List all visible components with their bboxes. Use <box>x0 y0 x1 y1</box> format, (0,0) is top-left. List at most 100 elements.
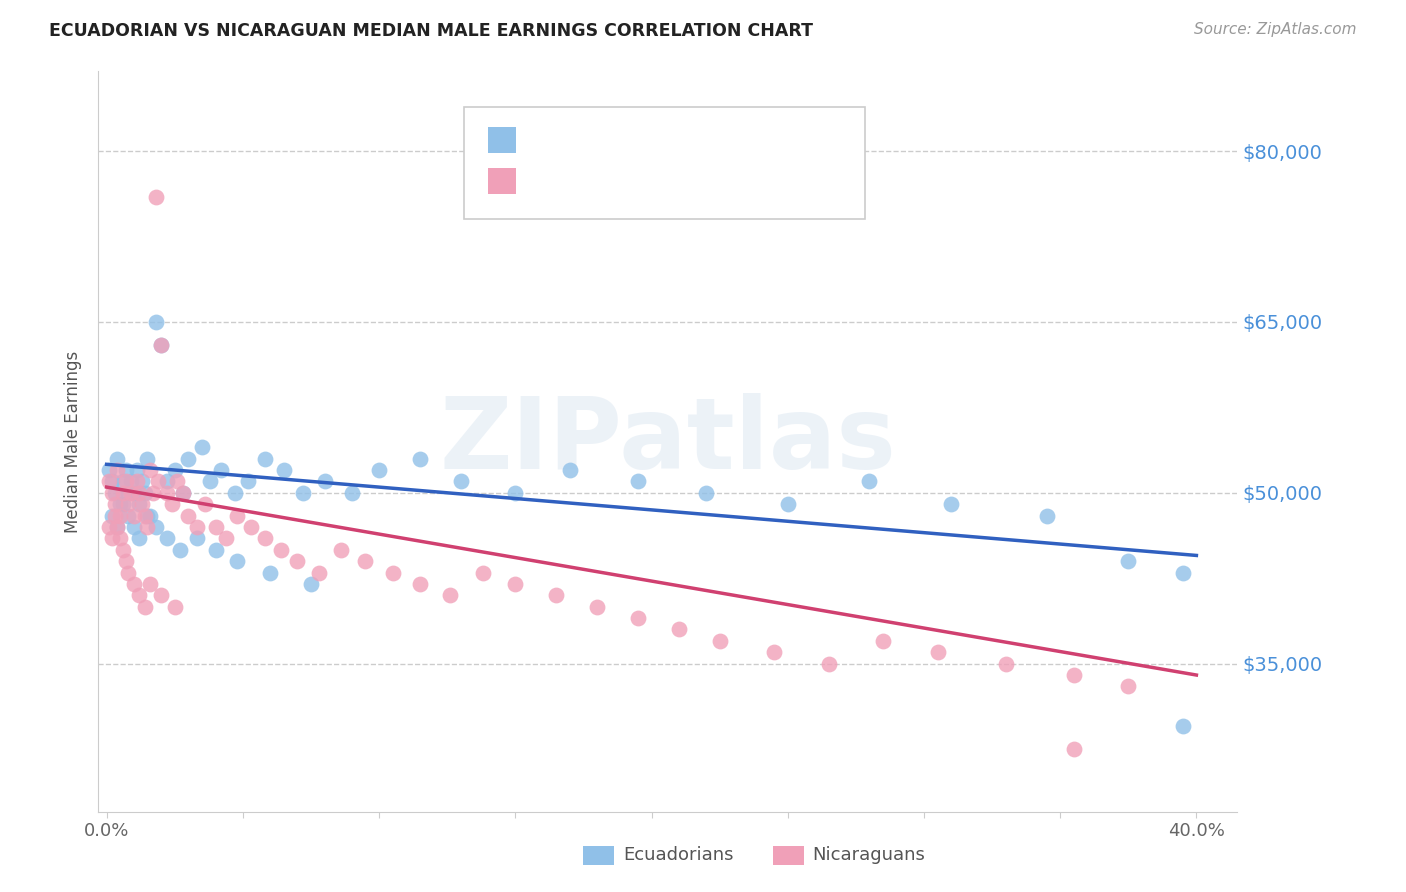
Point <box>150 588 173 602</box>
Point <box>114 463 136 477</box>
Text: N =: N = <box>661 131 700 149</box>
Point <box>128 588 150 602</box>
Point <box>291 485 314 500</box>
Point <box>131 497 153 511</box>
Point <box>215 532 238 546</box>
Point <box>314 475 336 489</box>
Point <box>107 463 129 477</box>
Point <box>139 508 162 523</box>
Point <box>204 520 226 534</box>
Point <box>163 599 186 614</box>
Point <box>107 451 129 466</box>
Point <box>238 475 260 489</box>
Point <box>134 599 156 614</box>
Point <box>136 451 159 466</box>
Point <box>285 554 308 568</box>
Point <box>150 337 173 351</box>
Point <box>240 520 263 534</box>
Point <box>166 475 188 489</box>
Text: N =: N = <box>661 172 700 190</box>
Point <box>253 532 276 546</box>
Text: ZIPatlas: ZIPatlas <box>440 393 896 490</box>
Point <box>586 599 609 614</box>
Point <box>627 611 650 625</box>
Point <box>177 508 200 523</box>
Point <box>111 542 134 557</box>
Point <box>110 508 132 523</box>
Point <box>186 520 208 534</box>
Point <box>194 497 217 511</box>
Point <box>172 485 194 500</box>
Point <box>114 554 136 568</box>
Point <box>1171 566 1194 580</box>
Point <box>273 463 295 477</box>
Point <box>259 566 281 580</box>
Point <box>139 463 162 477</box>
Point <box>450 475 472 489</box>
Text: Ecuadorians: Ecuadorians <box>623 846 734 863</box>
Point <box>142 485 165 500</box>
Point <box>994 657 1017 671</box>
Point <box>104 497 127 511</box>
Point <box>110 532 132 546</box>
Point <box>98 520 121 534</box>
Point <box>117 566 139 580</box>
Point <box>101 508 124 523</box>
Point <box>104 508 127 523</box>
Point <box>253 451 276 466</box>
Point <box>122 485 145 500</box>
Point <box>120 485 142 500</box>
Point <box>471 566 494 580</box>
Point <box>354 554 377 568</box>
Text: Nicaraguans: Nicaraguans <box>813 846 925 863</box>
Point <box>128 497 150 511</box>
Point <box>329 542 352 557</box>
Point <box>134 485 156 500</box>
Point <box>145 315 167 329</box>
Point <box>709 633 731 648</box>
Point <box>204 542 226 557</box>
Point <box>1063 668 1085 682</box>
Point <box>139 577 162 591</box>
Point <box>117 508 139 523</box>
Point <box>155 532 177 546</box>
Point <box>668 623 690 637</box>
Point <box>155 475 177 489</box>
Point <box>226 554 249 568</box>
Point <box>224 485 246 500</box>
Text: 60: 60 <box>696 131 721 149</box>
Point <box>858 475 880 489</box>
Point <box>128 532 150 546</box>
Point <box>299 577 322 591</box>
Point <box>177 451 200 466</box>
Point <box>439 588 461 602</box>
Point <box>101 532 124 546</box>
Point <box>1063 742 1085 756</box>
Text: 69: 69 <box>696 172 721 190</box>
Point <box>111 485 134 500</box>
Point <box>817 657 839 671</box>
Point <box>104 485 127 500</box>
Point <box>101 475 124 489</box>
Point <box>308 566 330 580</box>
Point <box>117 485 139 500</box>
Point <box>270 542 292 557</box>
Point <box>101 485 124 500</box>
Point <box>125 463 148 477</box>
Text: Source: ZipAtlas.com: Source: ZipAtlas.com <box>1194 22 1357 37</box>
Point <box>98 475 121 489</box>
Point <box>1171 719 1194 733</box>
Point <box>340 485 363 500</box>
Point <box>136 520 159 534</box>
Point <box>368 463 391 477</box>
Text: R =: R = <box>527 131 567 149</box>
Point <box>546 588 568 602</box>
Point <box>503 485 526 500</box>
Point <box>872 633 894 648</box>
Point <box>763 645 786 659</box>
Point <box>776 497 799 511</box>
Point <box>409 577 432 591</box>
Point <box>136 508 159 523</box>
Point <box>627 475 650 489</box>
Text: ECUADORIAN VS NICARAGUAN MEDIAN MALE EARNINGS CORRELATION CHART: ECUADORIAN VS NICARAGUAN MEDIAN MALE EAR… <box>49 22 813 40</box>
